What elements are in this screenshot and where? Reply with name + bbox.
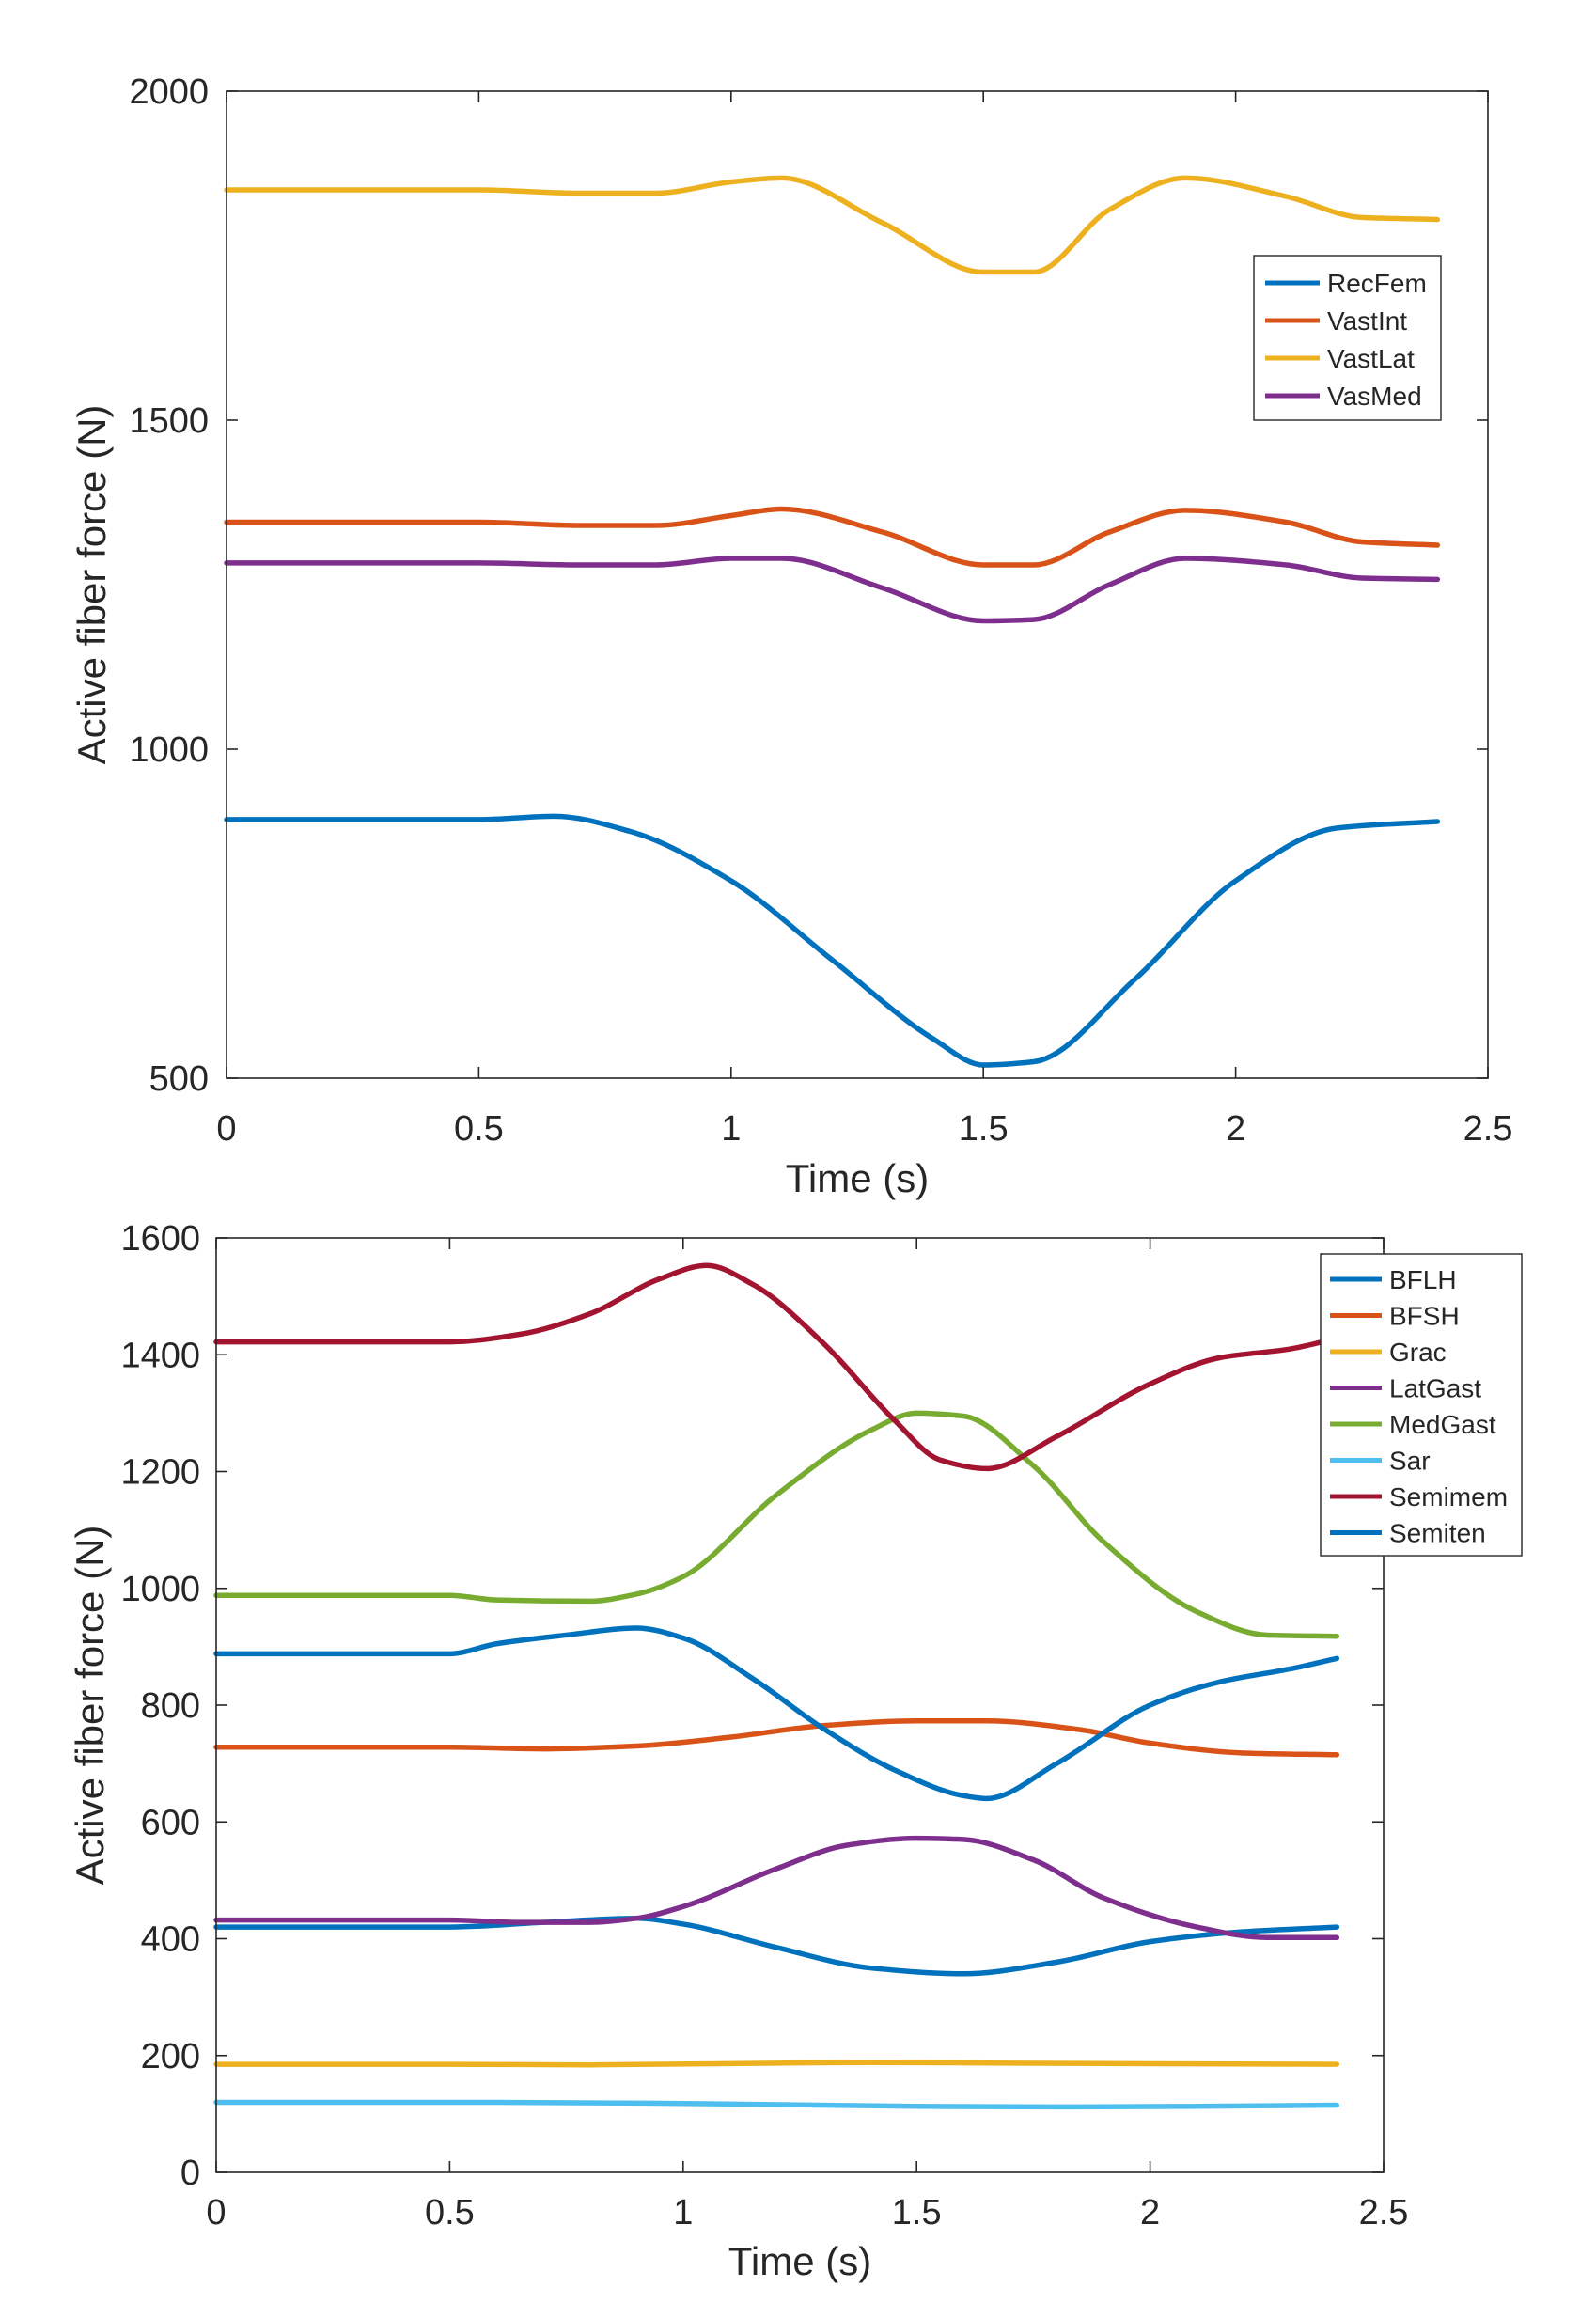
- x-tick-label-bottom: 2: [1140, 2193, 1160, 2232]
- x-tick-label-bottom: 1.5: [892, 2193, 942, 2232]
- series-line-bfsh: [213, 1718, 1340, 1758]
- x-tick-label-top: 1: [721, 1109, 741, 1149]
- x-tick-label-bottom: 2.5: [1359, 2193, 1409, 2232]
- x-tick-label-bottom: 0: [206, 2193, 226, 2232]
- legend-label-sar: Sar: [1389, 1447, 1431, 1476]
- y-tick-label-top: 1000: [129, 730, 209, 770]
- legend-label-semimem: Semimem: [1389, 1482, 1508, 1511]
- plot-area-bottom: [216, 1238, 1384, 2172]
- series-line-semimem: [213, 1262, 1340, 1472]
- series-line-sar: [213, 2099, 1340, 2110]
- y-axis-label-top: Active fiber force (N): [70, 405, 114, 765]
- series-line-vastint: [224, 506, 1441, 568]
- x-tick-label-bottom: 0.5: [425, 2193, 475, 2232]
- legend-label-bflh: BFLH: [1389, 1265, 1457, 1294]
- series-line-medgast: [213, 1410, 1340, 1639]
- y-tick-label-top: 2000: [129, 72, 209, 112]
- legend-label-vastint: VastInt: [1327, 306, 1407, 336]
- series-line-latgast: [213, 1835, 1340, 1941]
- chart-bottom: 0 0.5 1 1.5 2 2.5 0 200 400 600 800 1000 1200 1400 160…: [68, 1219, 1523, 2283]
- chart-top: 0 0.5 1 1.5 2 2.5 500 1000 1500 2000 Time (s) Act…: [70, 72, 1512, 1200]
- legend-label-medgast: MedGast: [1389, 1410, 1496, 1439]
- legend-top: RecFem VastInt VastLat VasMed: [1253, 255, 1442, 421]
- y-tick-label-bottom: 1200: [120, 1453, 200, 1493]
- x-tick-label-top: 1.5: [959, 1109, 1009, 1149]
- x-tick-label-bottom: 1: [673, 2193, 693, 2232]
- legend-label-vasmed: VasMed: [1327, 382, 1422, 411]
- axes-box-top: [226, 90, 1489, 1079]
- y-tick-label-bottom: 1400: [120, 1336, 200, 1375]
- series-line-vastlat: [224, 175, 1441, 275]
- x-axis-label-top: Time (s): [786, 1156, 929, 1200]
- y-tick-label-bottom: 600: [141, 1803, 200, 1842]
- x-tick-label-top: 2.5: [1463, 1109, 1513, 1149]
- y-tick-label-bottom: 0: [180, 2154, 200, 2193]
- y-tick-label-top: 1500: [129, 401, 209, 441]
- plot-area-top: [227, 91, 1488, 1078]
- legend-label-bfsh: BFSH: [1389, 1302, 1460, 1331]
- y-tick-label-bottom: 400: [141, 1920, 200, 1960]
- series-line-bflh: [213, 1916, 1340, 1977]
- legend-label-recfem: RecFem: [1327, 269, 1427, 298]
- legend-label-semiten: Semiten: [1389, 1519, 1486, 1548]
- legend-bottom: BFLH BFSH Grac LatGast MedGast Sar Semimem Semi…: [1320, 1253, 1523, 1557]
- x-tick-label-top: 2: [1226, 1109, 1245, 1149]
- y-tick-label-top: 500: [149, 1059, 209, 1099]
- series-line-grac: [213, 2060, 1340, 2068]
- series-line-recfem: [224, 813, 1441, 1068]
- series-line-vasmed: [224, 556, 1441, 624]
- x-axis-label-bottom: Time (s): [728, 2239, 871, 2283]
- y-tick-label-bottom: 1600: [120, 1219, 200, 1259]
- y-tick-label-bottom: 200: [141, 2037, 200, 2076]
- y-tick-label-bottom: 1000: [120, 1570, 200, 1609]
- x-tick-label-top: 0: [216, 1109, 236, 1149]
- series-line-semiten: [213, 1625, 1340, 1802]
- y-tick-label-bottom: 800: [141, 1686, 200, 1726]
- x-tick-label-top: 0.5: [454, 1109, 504, 1149]
- legend-label-latgast: LatGast: [1389, 1374, 1481, 1403]
- legend-label-vastlat: VastLat: [1327, 344, 1415, 373]
- y-axis-label-bottom: Active fiber force (N): [68, 1526, 112, 1886]
- legend-label-grac: Grac: [1389, 1338, 1447, 1367]
